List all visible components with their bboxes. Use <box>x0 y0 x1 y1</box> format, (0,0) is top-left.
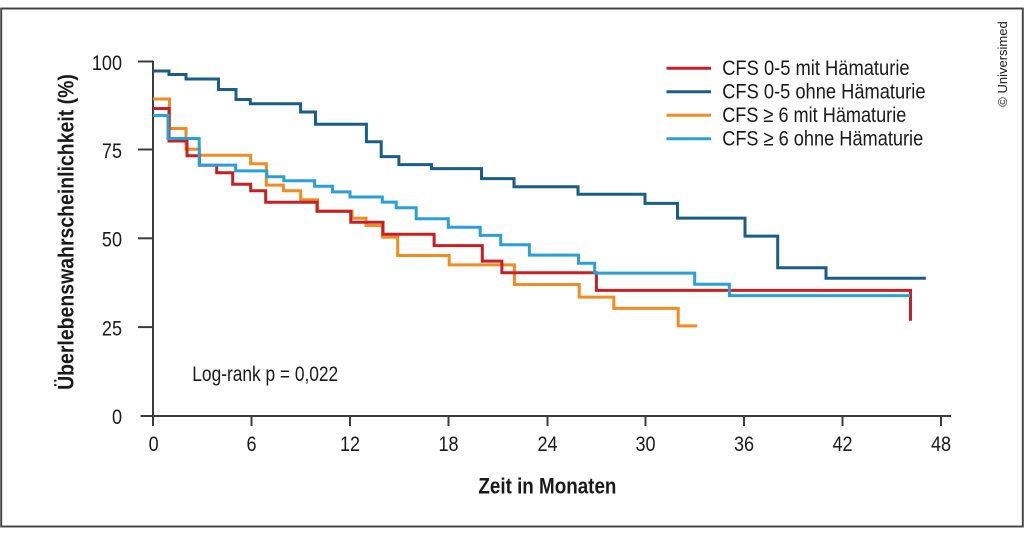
svg-text:© Universimed: © Universimed <box>995 21 1010 106</box>
svg-text:12: 12 <box>340 433 360 457</box>
svg-text:42: 42 <box>832 433 852 457</box>
svg-text:CFS ≥ 6 ohne Hämaturie: CFS ≥ 6 ohne Hämaturie <box>722 127 923 151</box>
svg-text:Zeit in Monaten: Zeit in Monaten <box>478 474 616 499</box>
svg-text:CFS 0-5 ohne Hämaturie: CFS 0-5 ohne Hämaturie <box>722 80 925 104</box>
svg-text:24: 24 <box>537 433 557 457</box>
svg-text:36: 36 <box>734 433 754 457</box>
svg-text:75: 75 <box>102 140 122 164</box>
svg-text:18: 18 <box>438 433 458 457</box>
svg-text:50: 50 <box>102 228 122 252</box>
svg-text:48: 48 <box>931 433 951 457</box>
svg-text:Log-rank p = 0,022: Log-rank p = 0,022 <box>192 362 338 386</box>
svg-text:25: 25 <box>102 317 122 341</box>
svg-text:100: 100 <box>92 52 122 76</box>
svg-text:6: 6 <box>246 433 256 457</box>
svg-text:30: 30 <box>635 433 655 457</box>
svg-text:0: 0 <box>149 433 159 457</box>
svg-text:CFS ≥ 6 mit Hämaturie: CFS ≥ 6 mit Hämaturie <box>722 103 906 127</box>
svg-text:Überlebenswahrscheinlichkeit: Überlebenswahrscheinlichkeit (%) <box>54 74 78 390</box>
svg-text:0: 0 <box>112 406 122 430</box>
svg-text:CFS 0-5 mit Hämaturie: CFS 0-5 mit Hämaturie <box>722 57 909 81</box>
